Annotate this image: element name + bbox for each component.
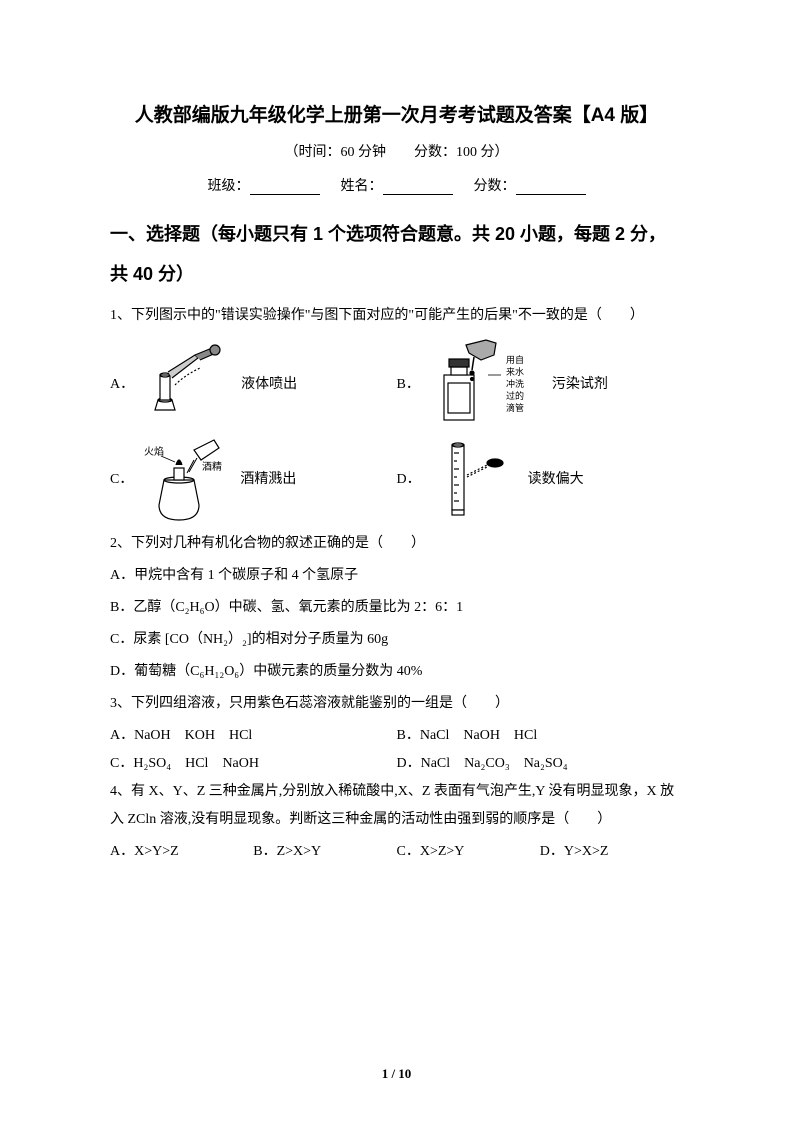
q1-a-text: 液体喷出 [241, 373, 297, 393]
svg-text:滴管: 滴管 [506, 402, 524, 413]
section-1-header: 一、选择题（每小题只有 1 个选项符合题意。共 20 小题，每题 2 分，共 4… [110, 215, 683, 294]
svg-text:酒精: 酒精 [202, 460, 222, 473]
svg-text:用自: 用自 [506, 354, 524, 365]
q1-options-row1: A． 液体喷出 B． [110, 340, 683, 425]
q1-d-label: D． [397, 468, 421, 488]
class-blank [250, 179, 320, 195]
q4-a: A．X>Y>Z [110, 838, 253, 866]
q1-d-diagram [427, 435, 522, 520]
q4-b: B．Z>X>Y [253, 838, 396, 866]
svg-text:来水: 来水 [506, 366, 524, 377]
q3-d: D．NaCl Na₂CO₃ Na₂SO₄ [397, 750, 684, 778]
q3-options-row2: C．H₂SO₄ HCl NaOH D．NaCl Na₂CO₃ Na₂SO₄ [110, 750, 683, 778]
q1-option-d: D． 读数偏大 [397, 435, 684, 520]
q3-options-row1: A．NaOH KOH HCl B．NaCl NaOH HCl [110, 722, 683, 750]
q1-d-text: 读数偏大 [528, 468, 584, 488]
q3-stem: 3、下列四组溶液，只用紫色石蕊溶液就能鉴别的一组是（ ） [110, 690, 683, 718]
q1-option-c: C． 火焰 酒精 酒精溅出 [110, 435, 397, 520]
q1-b-diagram: 用自 来水 冲洗 过的 滴管 [426, 340, 546, 425]
page-title: 人教部编版九年级化学上册第一次月考考试题及答案【A4 版】 [110, 100, 683, 127]
q3-c: C．H₂SO₄ HCl NaOH [110, 750, 397, 778]
q1-b-label: B． [397, 373, 420, 393]
q1-c-diagram: 火焰 酒精 [139, 435, 234, 520]
q1-stem: 1、下列图示中的"错误实验操作"与图下面对应的"可能产生的后果"不一致的是（ ） [110, 302, 683, 330]
q1-c-label: C． [110, 468, 133, 488]
svg-text:冲洗: 冲洗 [506, 378, 524, 389]
name-blank [383, 179, 453, 195]
page-number: 1 / 10 [0, 1066, 793, 1082]
q1-a-diagram [140, 340, 235, 425]
q1-a-label: A． [110, 373, 134, 393]
q1-options-row2: C． 火焰 酒精 酒精溅出 D． [110, 435, 683, 520]
q4-options: A．X>Y>Z B．Z>X>Y C．X>Z>Y D．Y>X>Z [110, 838, 683, 866]
name-label: 姓名： [341, 179, 383, 194]
q4-stem: 4、有 X、Y、Z 三种金属片,分别放入稀硫酸中,X、Z 表面有气泡产生,Y 没… [110, 778, 683, 834]
svg-text:过的: 过的 [506, 390, 524, 401]
q2-b: B．乙醇（C₂H₆O）中碳、氢、氧元素的质量比为 2：6：1 [110, 594, 683, 622]
class-label: 班级： [208, 179, 250, 194]
score-blank [516, 179, 586, 195]
q3-b: B．NaCl NaOH HCl [397, 722, 684, 750]
q1-option-b: B． 用自 来水 冲洗 过的 滴管 [397, 340, 684, 425]
q2-a: A．甲烷中含有 1 个碳原子和 4 个氢原子 [110, 562, 683, 590]
q4-c: C．X>Z>Y [397, 838, 540, 866]
q2-c: C．尿素 [CO（NH₂）₂]的相对分子质量为 60g [110, 626, 683, 654]
q2-stem: 2、下列对几种有机化合物的叙述正确的是（ ） [110, 530, 683, 558]
q1-b-text: 污染试剂 [552, 373, 608, 393]
student-info-line: 班级： 姓名： 分数： [110, 175, 683, 195]
q1-option-a: A． 液体喷出 [110, 340, 397, 425]
q2-d: D．葡萄糖（C₆H₁₂O₆）中碳元素的质量分数为 40% [110, 658, 683, 686]
time-score-info: （时间：60 分钟 分数：100 分） [110, 141, 683, 161]
q1-c-text: 酒精溅出 [240, 468, 296, 488]
q3-a: A．NaOH KOH HCl [110, 722, 397, 750]
score-label: 分数： [474, 179, 516, 194]
q4-d: D．Y>X>Z [540, 838, 683, 866]
